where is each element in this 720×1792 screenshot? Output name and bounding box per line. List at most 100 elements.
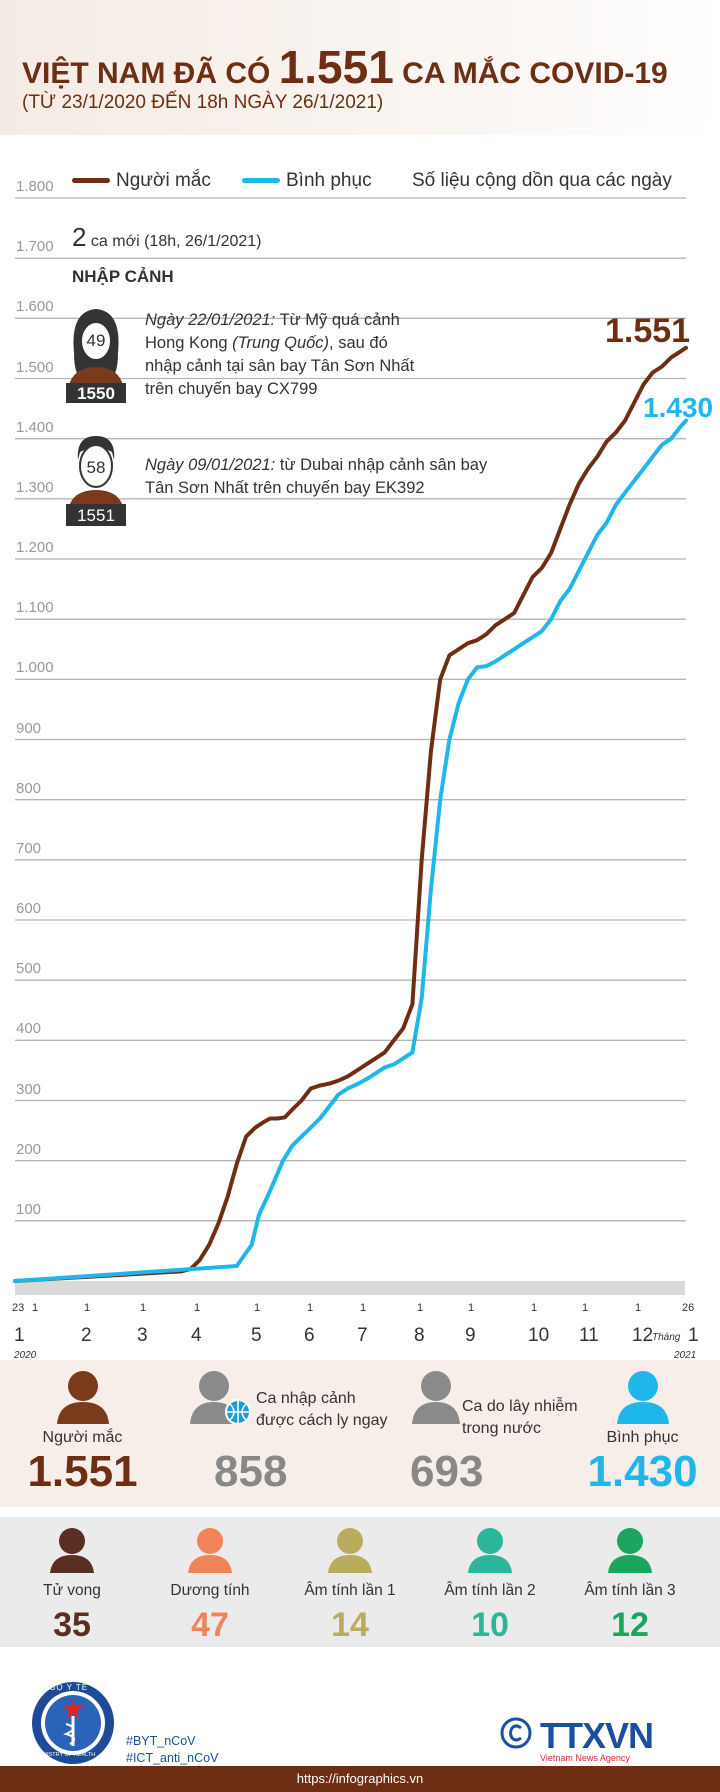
x-month-label: 8 [414,1325,425,1346]
ministry-logo-subtext: MINISTRY OF HEALTH [37,1752,96,1758]
case-text-1: từ Dubai nhập cảnh sân bay [275,456,488,474]
case-text-4: nhập cảnh tại sân bay Tân Sơn Nhất [145,357,415,375]
x-day-tick: 1 [140,1302,147,1314]
legend-recovered-swatch [242,178,280,184]
case-1550-avatar: 49 1550 [66,305,126,408]
summary-panel [0,1360,720,1507]
hashtags: #BYT_nCoV #ICT_anti_nCoV [126,1733,218,1767]
series-line-Người mắc [13,345,688,1283]
case-1551-avatar: 58 1551 [66,430,126,533]
ttxvn-logo: TTXVN Vietnam News Agency [500,1715,654,1763]
case-patient-id: 1551 [77,506,115,525]
person-globe-icon [190,1371,251,1425]
y-tick-label: 1.500 [16,358,54,376]
x-day-tick: 1 [417,1302,424,1314]
patient-tag [66,383,126,403]
cumulative-cases-chart [13,197,688,1295]
status-value: 14 [331,1606,369,1644]
case-patient-id: 1550 [77,384,115,403]
new-cases-note: 2 ca mới (18h, 26/1/2021) [72,222,262,253]
title-number: 1.551 [278,41,394,93]
y-tick-label: 800 [16,779,42,797]
x-end-month: 1 [688,1325,699,1346]
person-icon [412,1371,460,1424]
x-month-label: 3 [137,1325,148,1346]
x-end-day: 26 [682,1302,695,1314]
x-end-label: Tháng [652,1332,681,1343]
chart-baseline-band [15,1281,685,1295]
title-band [0,0,720,135]
summary-imported-label: Ca nhập cảnh được cách ly ngay [256,1388,387,1432]
chart-series [13,345,688,1283]
series-line-Bình phục [13,418,688,1283]
x-day-tick: 1 [194,1302,201,1314]
summary-imported-label-2: được cách ly ngay [256,1412,388,1429]
x-day-tick: 1 [468,1302,475,1314]
ttxvn-logo-subtext: Vietnam News Agency [540,1753,630,1763]
x-month-label: 10 [528,1325,550,1346]
status-label: Âm tính lần 1 [304,1582,396,1599]
case-text-4: Tân Sơn Nhất trên chuyến bay EK392 [145,479,425,497]
status-item: Âm tính lần 3 12 [560,1527,700,1645]
ttxvn-logo-text: TTXVN [540,1715,654,1756]
x-month-label: 2 [81,1325,92,1346]
y-tick-label: 1.800 [16,178,54,195]
status-label: Âm tính lần 3 [584,1582,676,1599]
case-text-2: Hong Kong [145,334,233,352]
case-age: 58 [86,458,106,477]
status-item: Dương tính 47 [140,1527,280,1645]
case-text-2i: (Trung Quốc) [232,334,330,352]
legend-recovered-label: Bình phục [286,170,372,191]
status-item: Âm tính lần 1 14 [280,1527,420,1645]
x-month-label: 4 [191,1325,202,1346]
x-start-year: 2020 [14,1350,37,1361]
ministry-logo [32,1682,114,1764]
summary-imported-label-1: Ca nhập cảnh [256,1390,356,1407]
y-tick-label: 900 [16,719,42,737]
summary-local-label-2: trong nước [462,1420,542,1437]
y-tick-label: 1.600 [16,298,54,316]
y-tick-label: 400 [16,1020,42,1038]
case-age: 49 [86,331,106,350]
face-icon [79,444,113,488]
x-month-label: 5 [251,1325,262,1346]
person-icon [50,1528,94,1573]
patient-tag [66,504,126,526]
person-icon [328,1528,372,1573]
x-day-tick: 1 [254,1302,261,1314]
x-start-day: 23 [12,1302,25,1314]
x-day-tick: 1 [531,1302,538,1314]
case-date: Ngày 22/01/2021: [145,311,276,329]
case-text-5: trên chuyến bay CX799 [145,380,318,398]
chart-grid [15,197,686,1222]
case-1551-text: Ngày 09/01/2021: từ Dubai nhập cảnh sân … [145,454,525,500]
page-subtitle: (TỪ 23/1/2020 ĐẾN 18h NGÀY 26/1/2021) [22,92,384,113]
person-icon [56,1371,109,1424]
case-date: Ngày 09/01/2021: [145,456,276,474]
summary-recovered-label: Bình phục [606,1429,679,1446]
title-post: CA MẮC COVID-19 [402,57,668,90]
summary-imported: Ca nhập cảnh được cách ly ngay 858 [190,1370,400,1497]
case-1550-text: Ngày 22/01/2021: Từ Mỹ quá cảnh Hong Kon… [145,309,525,401]
case-text-1: Từ Mỹ quá cảnh [275,311,400,329]
summary-local: Ca do lây nhiễm trong nước 693 [410,1370,590,1497]
summary-cases-label: Người mắc [42,1429,123,1446]
person-icon [616,1371,669,1424]
status-label: Tử vong [43,1582,101,1599]
summary-local-value: 693 [410,1447,484,1496]
page-title: VIỆT NAM ĐÃ CÓ 1.551 CA MẮC COVID-19 [22,40,668,94]
x-start-month: 1 [14,1325,25,1346]
new-cases-count: 2 [72,222,87,252]
y-tick-label: 1.400 [16,418,54,436]
x-day-tick: 1 [360,1302,367,1314]
copyright-icon [500,1717,532,1749]
x-month-label: 6 [304,1325,315,1346]
footer-url[interactable]: https://infographics.vn [296,1771,424,1786]
y-tick-label: 100 [16,1200,42,1218]
y-tick-label: 1.200 [16,539,54,556]
y-tick-label: 1.000 [16,659,54,677]
status-item: Tử vong 35 [2,1527,142,1645]
ministry-logo-text: BỘ Y TẾ [50,1683,89,1692]
y-tick-label: 600 [16,900,42,917]
hashtag-2: #ICT_anti_nCoV [126,1751,219,1765]
